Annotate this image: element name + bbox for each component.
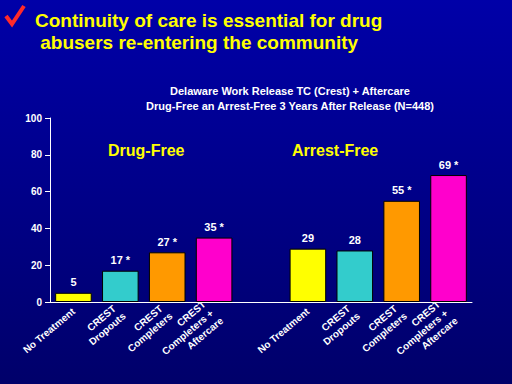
svg-text:28: 28 — [349, 234, 361, 246]
svg-text:Completers: Completers — [125, 310, 175, 355]
svg-text:CREST: CREST — [84, 301, 120, 334]
svg-text:Dropouts: Dropouts — [321, 310, 362, 347]
svg-text:27 *: 27 * — [157, 236, 177, 248]
svg-text:Completers +: Completers + — [394, 305, 453, 357]
svg-text:No Treatment: No Treatment — [21, 305, 78, 355]
svg-text:No Treatment: No Treatment — [255, 305, 312, 355]
svg-text:29: 29 — [302, 232, 314, 244]
svg-text:Completers +: Completers + — [159, 305, 218, 357]
svg-text:CREST: CREST — [131, 301, 167, 334]
svg-text:Drug-Free: Drug-Free — [108, 142, 185, 159]
svg-text:69 *: 69 * — [439, 159, 459, 171]
svg-text:Drug-Free an Arrest-Free 3 Yea: Drug-Free an Arrest-Free 3 Years After R… — [146, 100, 434, 112]
svg-text:60: 60 — [31, 186, 43, 197]
svg-text:Arrest-Free: Arrest-Free — [292, 142, 378, 159]
svg-text:55 *: 55 * — [392, 184, 412, 196]
svg-text:Aftercare: Aftercare — [419, 315, 460, 352]
svg-text:0: 0 — [36, 297, 42, 308]
svg-text:Delaware Work Release TC (Cres: Delaware Work Release TC (Crest) + After… — [170, 85, 410, 97]
svg-text:Completers: Completers — [359, 310, 410, 355]
svg-text:5: 5 — [70, 276, 76, 288]
svg-text:17 *: 17 * — [111, 254, 131, 266]
svg-text:CREST: CREST — [319, 301, 355, 334]
svg-text:40: 40 — [31, 223, 43, 234]
svg-text:CREST: CREST — [366, 301, 402, 334]
svg-text:abusers re-entering the commun: abusers re-entering the community — [35, 32, 359, 53]
svg-text:100: 100 — [25, 113, 42, 124]
svg-text:Aftercare: Aftercare — [185, 315, 226, 352]
svg-text:Continuity of care is essentia: Continuity of care is essential for drug — [35, 10, 382, 31]
svg-text:35 *: 35 * — [204, 221, 224, 233]
svg-text:20: 20 — [31, 260, 43, 271]
svg-text:80: 80 — [31, 149, 43, 160]
svg-text:Dropouts: Dropouts — [87, 310, 128, 347]
